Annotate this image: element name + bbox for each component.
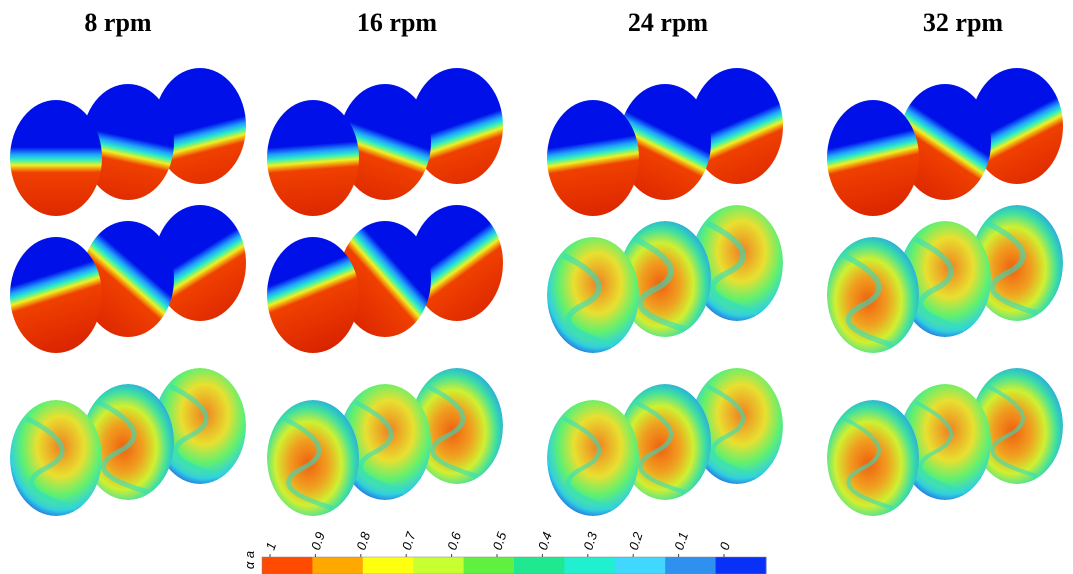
disk	[267, 400, 359, 516]
colorbar-segment	[262, 557, 313, 574]
colorbar-label: α a	[242, 551, 257, 569]
colorbar-tick-label: 0.1	[671, 530, 691, 552]
figure: 8 rpm 16 rpm 24 rpm 32 rpm α a 1 0.9 0.8 0.…	[0, 0, 1073, 574]
colorbar-tick-label: 0.4	[535, 530, 555, 552]
colorbar-segment	[312, 557, 363, 574]
phase-field	[827, 400, 919, 516]
colorbar-segment	[716, 557, 767, 574]
colorbar-tick-label: 0.8	[353, 529, 373, 552]
colorbar-segment	[514, 557, 565, 574]
colorbar-tick-label: 0.3	[580, 529, 600, 552]
colorbar-tick-label: 0	[717, 540, 734, 552]
disk	[547, 237, 639, 353]
disk	[827, 400, 919, 516]
column-title: 8 rpm	[84, 8, 152, 37]
colorbar-tick-label: 0.5	[490, 529, 510, 552]
colorbar-tick-label: 0.2	[626, 529, 646, 552]
colorbar-segment	[413, 557, 464, 574]
phase-field	[267, 400, 359, 516]
column-title: 32 rpm	[923, 8, 1004, 37]
disk	[10, 400, 102, 516]
column-title: 16 rpm	[357, 8, 438, 37]
colorbar-tick-label: 1	[263, 540, 280, 552]
disk	[547, 400, 639, 516]
colorbar-tick-label: 0.9	[308, 530, 328, 552]
colorbar-segment	[464, 557, 515, 574]
column-titles: 8 rpm 16 rpm 24 rpm 32 rpm	[84, 8, 1003, 37]
colorbar-segment	[665, 557, 716, 574]
colorbar-segment	[363, 557, 414, 574]
contour-panels	[0, 8, 1073, 516]
colorbar-segment	[564, 557, 615, 574]
colorbar-tick-label: 0.7	[399, 529, 419, 552]
disk	[827, 237, 919, 353]
colorbar-tick-label: 0.6	[444, 529, 464, 552]
column-title: 24 rpm	[628, 8, 709, 37]
colorbar-segment	[615, 557, 666, 574]
colorbar: α a 1 0.9 0.8 0.7 0.6 0.5 0.4 0.3 0.2 0.1 0	[242, 529, 767, 574]
phase-field	[547, 400, 639, 516]
